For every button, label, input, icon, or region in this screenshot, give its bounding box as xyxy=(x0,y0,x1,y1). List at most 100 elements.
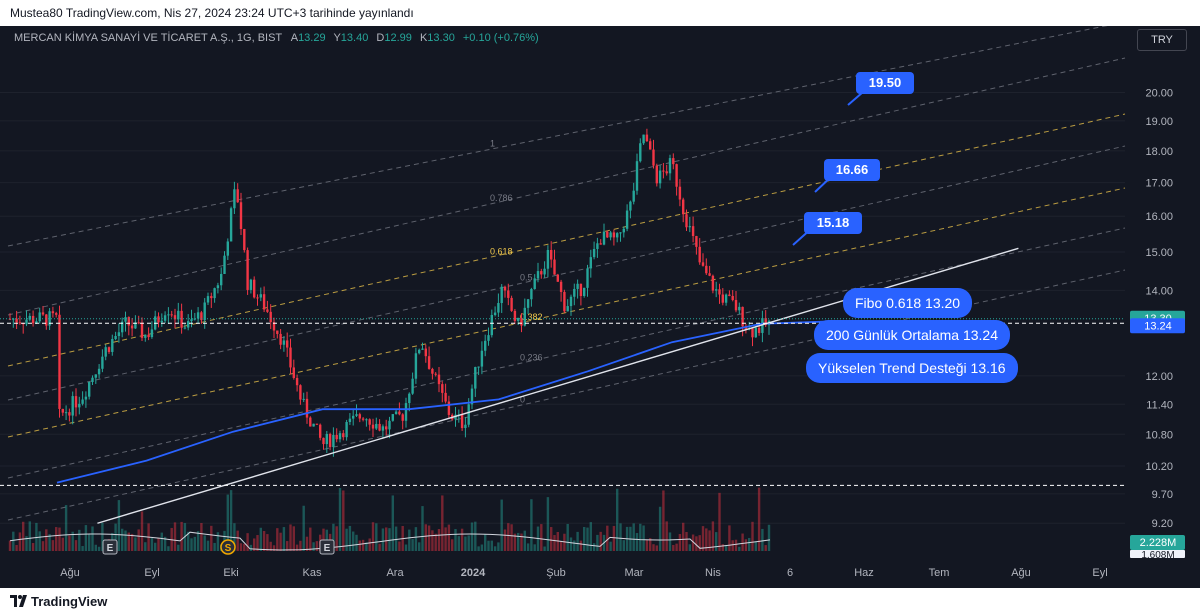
volume-badge-partial xyxy=(1130,550,1185,558)
volume-bar xyxy=(371,522,375,551)
high-value: 13.40 xyxy=(340,32,369,44)
candle-body xyxy=(675,164,678,187)
currency-button[interactable]: TRY xyxy=(1137,29,1187,51)
candle-body xyxy=(117,332,121,336)
candle-body xyxy=(493,312,497,316)
volume-bar xyxy=(249,544,253,551)
candle-body xyxy=(705,265,708,274)
candle-body xyxy=(342,433,345,438)
volume-bar xyxy=(639,523,642,551)
candle-body xyxy=(391,414,394,421)
volume-bar xyxy=(210,525,213,551)
volume-bar xyxy=(553,535,556,551)
candle-body xyxy=(569,296,573,307)
x-tick-label: Mar xyxy=(625,567,644,579)
volume-bar xyxy=(361,539,365,551)
target-label-2: 16.66 xyxy=(824,159,880,181)
y-tick-label: 16.00 xyxy=(1145,211,1173,223)
candle-body xyxy=(183,327,187,329)
volume-bar xyxy=(576,531,579,551)
volume-bar xyxy=(678,534,682,551)
volume-bar xyxy=(61,537,64,551)
volume-bar xyxy=(259,527,262,551)
candle-body xyxy=(757,327,761,333)
candle-body xyxy=(78,403,81,408)
ma-price-label: 13.24 xyxy=(1144,320,1172,332)
volume-bar xyxy=(342,490,345,551)
candle-body xyxy=(761,318,764,333)
candle-body xyxy=(609,232,612,238)
volume-bar xyxy=(609,541,612,551)
candle-body xyxy=(682,199,685,215)
candle-body xyxy=(721,294,724,303)
volume-bar xyxy=(279,532,282,551)
candle-body xyxy=(64,412,68,414)
candle-body xyxy=(286,340,289,348)
candle-body xyxy=(200,312,203,321)
candle-body xyxy=(262,294,266,310)
candle-body xyxy=(358,414,361,419)
candle-body xyxy=(490,315,493,336)
volume-bar xyxy=(84,525,88,551)
candle-body xyxy=(325,433,328,445)
candle-body xyxy=(728,294,731,296)
candle-body xyxy=(213,288,216,299)
candle-body xyxy=(25,319,28,325)
publish-info: Mustea80 TradingView.com, Nis 27, 2024 2… xyxy=(10,6,414,20)
volume-badge xyxy=(1130,535,1185,550)
fib-level-label: 0.618 xyxy=(490,246,513,256)
close-value: 13.30 xyxy=(427,32,455,44)
candle-body xyxy=(84,396,88,400)
volume-bar xyxy=(315,541,319,551)
volume-bar xyxy=(15,545,18,551)
fibo-note: Fibo 0.618 13.20 xyxy=(843,288,973,318)
axes: 20.00 19.00 18.00 17.00 16.00 15.00 14.00 12.00… xyxy=(60,87,1185,579)
volume-bar xyxy=(480,544,484,551)
volume-bar xyxy=(332,523,335,551)
volume-bar xyxy=(216,532,220,551)
volume-bar xyxy=(764,545,767,551)
volume-bar xyxy=(269,541,272,551)
candle-body xyxy=(259,294,262,298)
volume-bar xyxy=(437,528,441,551)
volume-bar xyxy=(695,536,698,551)
candle-body xyxy=(71,396,74,416)
volume-bar xyxy=(391,495,394,551)
brand-name: TradingView xyxy=(31,594,108,609)
candle-body xyxy=(348,418,352,423)
candle-body xyxy=(688,226,691,228)
volume-bar xyxy=(28,521,31,551)
candle-body xyxy=(332,434,335,448)
candle-body xyxy=(249,279,253,290)
candle-body xyxy=(751,328,754,338)
price-chart[interactable]: 1 0.786 0.618 0.5 0.382 0.236 0 20.00 19.00 18.0… xyxy=(0,26,1200,588)
candle-body xyxy=(140,322,144,338)
volume-bar xyxy=(599,531,602,551)
change-value: +0.10 (+0.76%) xyxy=(462,32,539,44)
candle-body xyxy=(45,314,48,326)
candle-body xyxy=(216,285,220,289)
candle-body xyxy=(645,134,649,142)
event-marker-earnings xyxy=(102,539,118,555)
candle-body xyxy=(460,414,464,429)
candle-body xyxy=(18,322,22,324)
volume-bar xyxy=(767,524,771,551)
volume-bar xyxy=(292,526,295,551)
volume-bar xyxy=(586,527,589,551)
volume-bar xyxy=(685,532,688,551)
candle-body xyxy=(629,201,632,211)
candle-body xyxy=(583,287,586,296)
candle-body xyxy=(421,348,424,350)
volume-bar xyxy=(101,522,104,551)
candle-body xyxy=(38,312,41,322)
candle-body xyxy=(206,296,210,303)
open-value: 13.29 xyxy=(298,32,326,44)
volume-bar xyxy=(543,546,546,551)
candle-body xyxy=(381,426,385,431)
volume-bar xyxy=(71,531,74,551)
candle-body xyxy=(540,271,543,275)
volume-bar xyxy=(94,544,97,551)
volume-bar xyxy=(698,535,701,551)
volume-bar xyxy=(642,525,645,551)
chart-grid xyxy=(0,91,1125,524)
